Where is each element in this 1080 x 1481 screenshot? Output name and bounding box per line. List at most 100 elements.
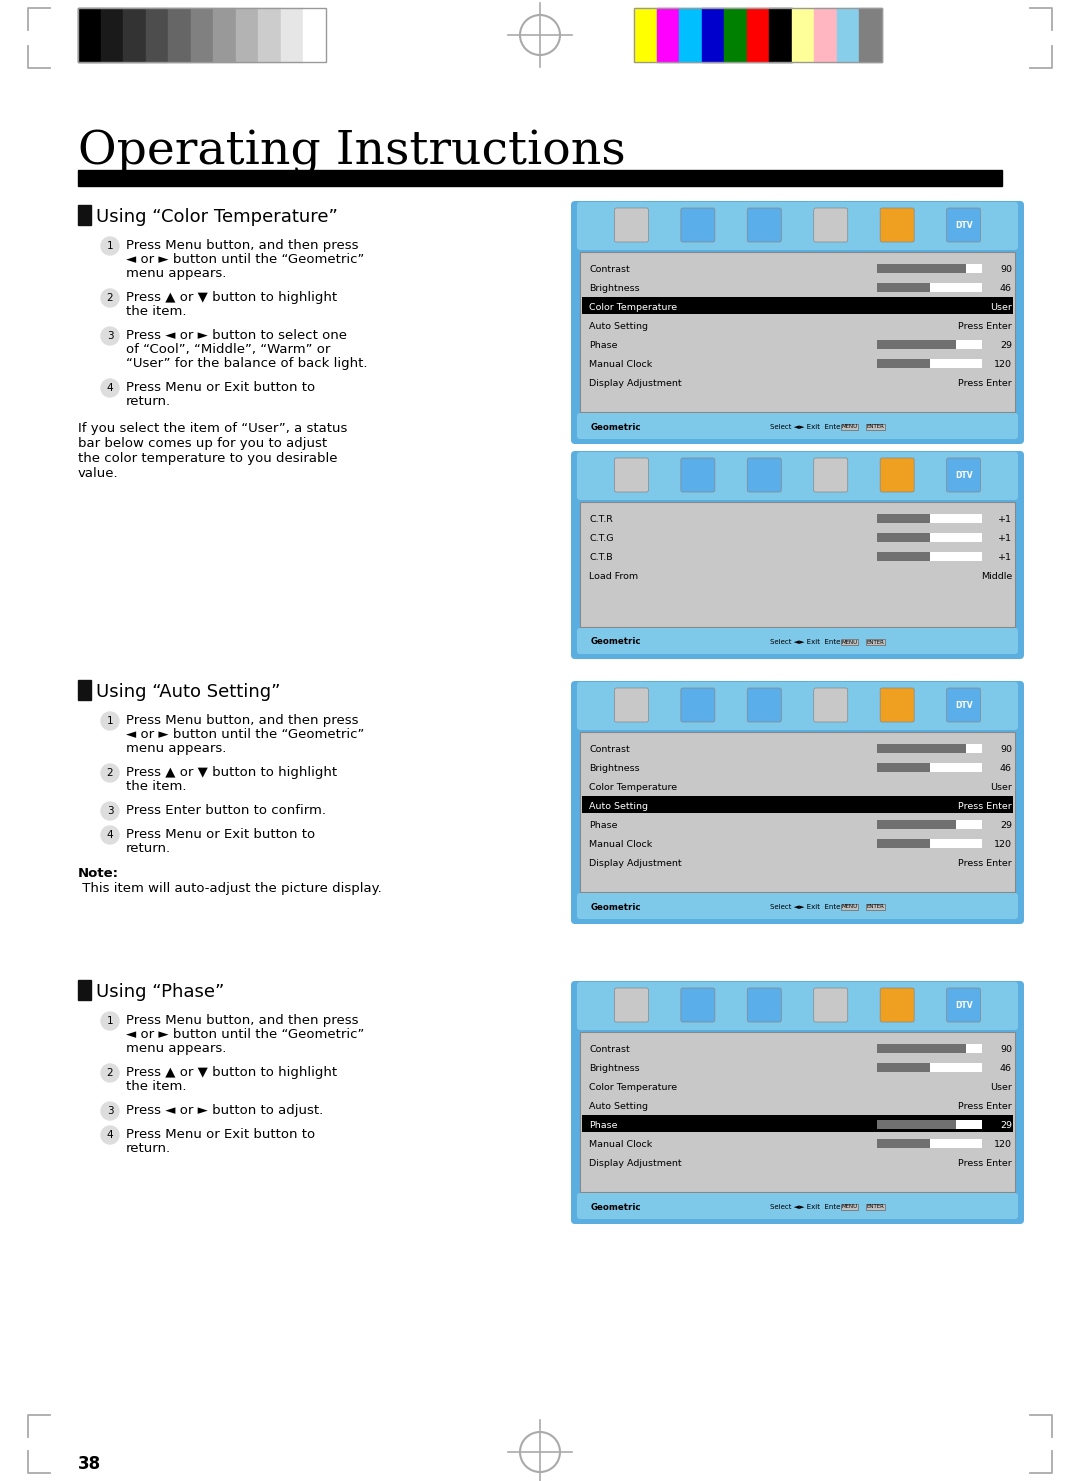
- FancyBboxPatch shape: [680, 689, 715, 723]
- Text: menu appears.: menu appears.: [126, 267, 227, 280]
- FancyBboxPatch shape: [571, 681, 1024, 924]
- Bar: [877, 763, 930, 772]
- Text: This item will auto-adjust the picture display.: This item will auto-adjust the picture d…: [78, 883, 381, 895]
- Text: Brightness: Brightness: [589, 764, 639, 773]
- Text: Manual Clock: Manual Clock: [589, 360, 652, 369]
- Bar: [930, 533, 982, 542]
- Text: Select ◄► Exit  Enter: Select ◄► Exit Enter: [770, 1204, 846, 1210]
- Text: Geometric: Geometric: [591, 422, 642, 431]
- Bar: [930, 840, 982, 849]
- Bar: [956, 341, 982, 350]
- Bar: [168, 7, 191, 62]
- Text: User: User: [990, 783, 1012, 792]
- Bar: [877, 743, 967, 752]
- Text: 46: 46: [1000, 284, 1012, 293]
- Text: Note:: Note:: [78, 866, 119, 880]
- Text: the item.: the item.: [126, 780, 187, 792]
- Text: of “Cool”, “Middle”, “Warm” or: of “Cool”, “Middle”, “Warm” or: [126, 344, 330, 355]
- FancyBboxPatch shape: [747, 207, 781, 241]
- Text: Select ◄► Exit  Enter: Select ◄► Exit Enter: [770, 424, 846, 429]
- Text: Using “Auto Setting”: Using “Auto Setting”: [96, 683, 281, 701]
- Text: 120: 120: [994, 360, 1012, 369]
- Text: Load From: Load From: [589, 572, 638, 581]
- Bar: [78, 980, 91, 1000]
- Text: return.: return.: [126, 843, 171, 855]
- Text: 2: 2: [107, 293, 113, 304]
- Text: Brightness: Brightness: [589, 1063, 639, 1074]
- Text: menu appears.: menu appears.: [126, 742, 227, 755]
- FancyBboxPatch shape: [577, 982, 1018, 1029]
- Text: Contrast: Contrast: [589, 1046, 630, 1054]
- Bar: [967, 264, 982, 273]
- Text: Contrast: Contrast: [589, 265, 630, 274]
- Text: Press Menu or Exit button to: Press Menu or Exit button to: [126, 828, 315, 841]
- Circle shape: [102, 1126, 119, 1143]
- Circle shape: [102, 1012, 119, 1029]
- Text: 29: 29: [1000, 820, 1012, 829]
- Bar: [769, 7, 792, 62]
- Text: bar below comes up for you to adjust: bar below comes up for you to adjust: [78, 437, 327, 450]
- FancyBboxPatch shape: [880, 988, 914, 1022]
- Text: ENTER: ENTER: [866, 905, 885, 909]
- Text: Press ▲ or ▼ button to highlight: Press ▲ or ▼ button to highlight: [126, 766, 337, 779]
- FancyBboxPatch shape: [571, 201, 1024, 444]
- Bar: [78, 204, 91, 225]
- Text: Select ◄► Exit  Enter: Select ◄► Exit Enter: [770, 638, 846, 646]
- Bar: [930, 514, 982, 523]
- Text: value.: value.: [78, 467, 119, 480]
- Bar: [792, 7, 814, 62]
- Text: Phase: Phase: [589, 820, 618, 829]
- Text: Press Enter: Press Enter: [958, 859, 1012, 868]
- Text: 4: 4: [107, 384, 113, 392]
- Text: Press ▲ or ▼ button to highlight: Press ▲ or ▼ button to highlight: [126, 1066, 337, 1080]
- Text: Color Temperature: Color Temperature: [589, 1083, 677, 1091]
- Bar: [967, 743, 982, 752]
- Bar: [877, 1063, 930, 1072]
- Text: Brightness: Brightness: [589, 284, 639, 293]
- FancyBboxPatch shape: [615, 689, 648, 723]
- Bar: [580, 502, 1015, 626]
- Text: 29: 29: [1000, 1121, 1012, 1130]
- Circle shape: [102, 826, 119, 844]
- FancyBboxPatch shape: [946, 207, 981, 241]
- Bar: [78, 680, 91, 701]
- Text: Geometric: Geometric: [591, 637, 642, 647]
- FancyBboxPatch shape: [577, 201, 1018, 250]
- Bar: [877, 358, 930, 367]
- Bar: [877, 1120, 956, 1129]
- FancyBboxPatch shape: [813, 988, 848, 1022]
- Bar: [877, 552, 930, 561]
- Text: DTV: DTV: [955, 1001, 972, 1010]
- Text: Geometric: Geometric: [591, 902, 642, 911]
- Bar: [281, 7, 303, 62]
- FancyBboxPatch shape: [747, 458, 781, 492]
- Bar: [860, 7, 882, 62]
- Text: User: User: [990, 304, 1012, 312]
- Text: Press Enter: Press Enter: [958, 1102, 1012, 1111]
- Text: 46: 46: [1000, 764, 1012, 773]
- FancyBboxPatch shape: [615, 207, 648, 241]
- Text: Display Adjustment: Display Adjustment: [589, 1160, 681, 1169]
- Text: MENU: MENU: [841, 425, 858, 429]
- Bar: [967, 1044, 982, 1053]
- Bar: [814, 7, 837, 62]
- Text: 4: 4: [107, 1130, 113, 1140]
- Bar: [930, 1063, 982, 1072]
- Bar: [582, 795, 1013, 813]
- Text: return.: return.: [126, 395, 171, 407]
- Text: menu appears.: menu appears.: [126, 1043, 227, 1054]
- Bar: [877, 840, 930, 849]
- Text: Color Temperature: Color Temperature: [589, 783, 677, 792]
- Text: Geometric: Geometric: [591, 1203, 642, 1211]
- Bar: [930, 358, 982, 367]
- Text: Press Enter: Press Enter: [958, 321, 1012, 330]
- Text: Manual Clock: Manual Clock: [589, 1140, 652, 1149]
- Bar: [837, 7, 860, 62]
- Text: C.T.R: C.T.R: [589, 515, 612, 524]
- Text: ENTER: ENTER: [866, 1204, 885, 1210]
- Bar: [634, 7, 882, 62]
- FancyBboxPatch shape: [577, 413, 1018, 438]
- FancyBboxPatch shape: [880, 458, 914, 492]
- Bar: [78, 7, 100, 62]
- Text: Phase: Phase: [589, 1121, 618, 1130]
